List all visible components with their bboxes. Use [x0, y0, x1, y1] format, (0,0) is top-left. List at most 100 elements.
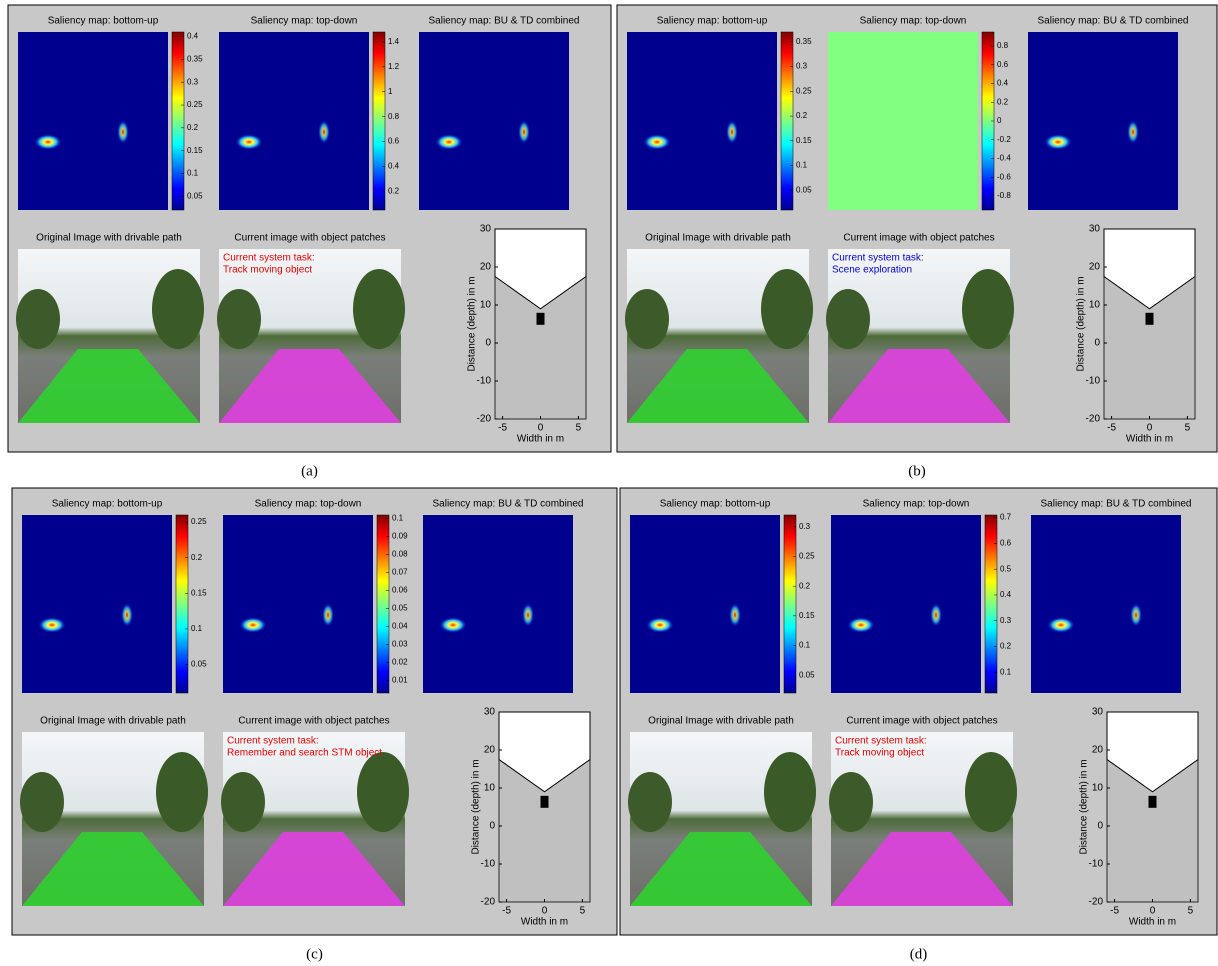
x-tick-label: 0	[542, 906, 548, 917]
panel: Saliency map: bottom-up0.050.10.150.20.2…	[12, 488, 617, 935]
saliency-blob	[729, 603, 741, 627]
colorbar	[377, 515, 389, 693]
saliency-map	[419, 32, 569, 210]
saliency-blob	[518, 120, 530, 144]
image-title: Original Image with drivable path	[645, 233, 791, 244]
panel: Saliency map: bottom-up0.050.10.150.20.2…	[620, 488, 1217, 935]
figure: Saliency map: bottom-up 0.05 0.1 0.15 0.2 0.2…	[0, 0, 1218, 966]
saliency-map	[1031, 515, 1181, 693]
colorbar-tick-label: 0.6	[1000, 538, 1012, 547]
saliency-blob	[1047, 617, 1075, 633]
saliency-blob	[318, 120, 330, 144]
colorbar-tick-label: 0.07	[392, 568, 408, 577]
y-tick-label: 30	[480, 224, 492, 235]
colorbar	[784, 515, 796, 693]
ego-vehicle	[1149, 796, 1157, 808]
task-label: Current system task:	[835, 736, 927, 747]
map-title: Saliency map: top-down	[255, 499, 362, 510]
colorbar-tick-label: 0.06	[392, 586, 408, 595]
colorbar-tick-label: 0.2	[799, 581, 811, 590]
x-axis-label: Width in m	[1126, 434, 1173, 445]
saliency-map	[18, 32, 168, 210]
colorbar-tick-label: 0.35	[796, 37, 812, 46]
colorbar-tick-label: 0.4	[1000, 590, 1012, 599]
caption: (d)	[910, 946, 928, 962]
tree	[965, 752, 1017, 832]
colorbar-tick-label: 0.05	[187, 191, 203, 200]
colorbar-tick-label: 0.05	[799, 670, 815, 679]
colorbar-tick-label: 0.25	[187, 100, 203, 109]
saliency-blob	[239, 617, 267, 633]
saliency-blob	[439, 617, 467, 633]
panel: Saliency map: bottom-up0.050.10.150.20.2…	[8, 5, 611, 452]
map-title: Saliency map: BU & TD combined	[1038, 16, 1189, 27]
image-title: Current image with object patches	[238, 716, 389, 727]
saliency-blob	[117, 120, 129, 144]
colorbar-tick-label: 0.15	[796, 136, 812, 145]
colorbar-tick-label: 0.8	[997, 41, 1009, 50]
task: Remember and search STM object	[227, 748, 382, 759]
x-axis-label: Width in m	[1129, 917, 1176, 928]
y-tick-label: 20	[484, 745, 496, 756]
colorbar	[172, 32, 184, 210]
colorbar-tick-label: 1	[388, 87, 393, 96]
y-tick-label: -20	[1089, 897, 1104, 908]
tree	[628, 772, 672, 832]
y-tick-label: -10	[481, 859, 496, 870]
y-tick-label: 0	[485, 338, 491, 349]
x-tick-label: -5	[1107, 423, 1116, 434]
map-title: Saliency map: bottom-up	[52, 499, 163, 510]
saliency-map	[627, 32, 777, 210]
map-title: Saliency map: BU & TD combined	[1041, 499, 1192, 510]
colorbar-tick-label: 0.04	[392, 622, 408, 631]
tree	[829, 772, 873, 832]
ego-vehicle	[541, 796, 549, 808]
image-title: Current image with object patches	[843, 233, 994, 244]
colorbar-tick-label: 0.25	[799, 552, 815, 561]
y-tick-label: 0	[489, 821, 495, 832]
colorbar-tick-label: 0.4	[997, 79, 1009, 88]
tree	[217, 289, 261, 349]
colorbar-tick-label: 0.3	[799, 522, 811, 531]
colorbar-tick-label: 0.2	[187, 123, 199, 132]
colorbar-tick-label: 0.6	[388, 137, 400, 146]
task: Track moving object	[223, 265, 312, 276]
tree	[826, 289, 870, 349]
colorbar-tick-label: 1.4	[388, 37, 400, 46]
colorbar-tick-label: 0.4	[187, 32, 199, 41]
colorbar-tick-label: 0.2	[796, 111, 808, 120]
x-tick-label: 0	[1150, 906, 1156, 917]
colorbar-tick-label: 0.2	[388, 186, 400, 195]
image-title: Original Image with drivable path	[648, 716, 794, 727]
y-tick-label: 10	[1092, 783, 1104, 794]
colorbar-tick-label: 0.02	[392, 658, 408, 667]
saliency-map	[1028, 32, 1178, 210]
colorbar-tick-label: 0.15	[187, 146, 203, 155]
colorbar-tick-label: 0.01	[392, 676, 408, 685]
map-title: Saliency map: bottom-up	[657, 16, 768, 27]
map-title: Saliency map: top-down	[863, 499, 970, 510]
caption: (b)	[908, 463, 926, 479]
colorbar	[781, 32, 793, 210]
task: Scene exploration	[832, 265, 912, 276]
saliency-blob	[235, 134, 263, 150]
colorbar-tick-label: 0.25	[191, 517, 207, 526]
colorbar-tick-label: 0.15	[799, 611, 815, 620]
x-tick-label: -5	[1110, 906, 1119, 917]
x-axis-label: Width in m	[517, 434, 564, 445]
y-axis-label: Distance (depth) in m	[1076, 276, 1087, 371]
y-axis-label: Distance (depth) in m	[467, 276, 478, 371]
saliency-blob	[322, 603, 334, 627]
colorbar-tick-label: 0.2	[191, 553, 203, 562]
y-tick-label: 10	[1089, 300, 1101, 311]
saliency-map	[828, 32, 978, 210]
y-tick-label: 30	[1089, 224, 1101, 235]
colorbar-tick-label: -0.4	[997, 154, 1011, 163]
colorbar-tick-label: 0.1	[799, 641, 811, 650]
x-tick-label: 5	[1185, 423, 1191, 434]
saliency-blob	[121, 603, 133, 627]
colorbar-tick-label: 0.09	[392, 532, 408, 541]
y-tick-label: -10	[477, 376, 492, 387]
colorbar-tick-label: 0.05	[191, 660, 207, 669]
colorbar-tick-label: -0.8	[997, 191, 1011, 200]
